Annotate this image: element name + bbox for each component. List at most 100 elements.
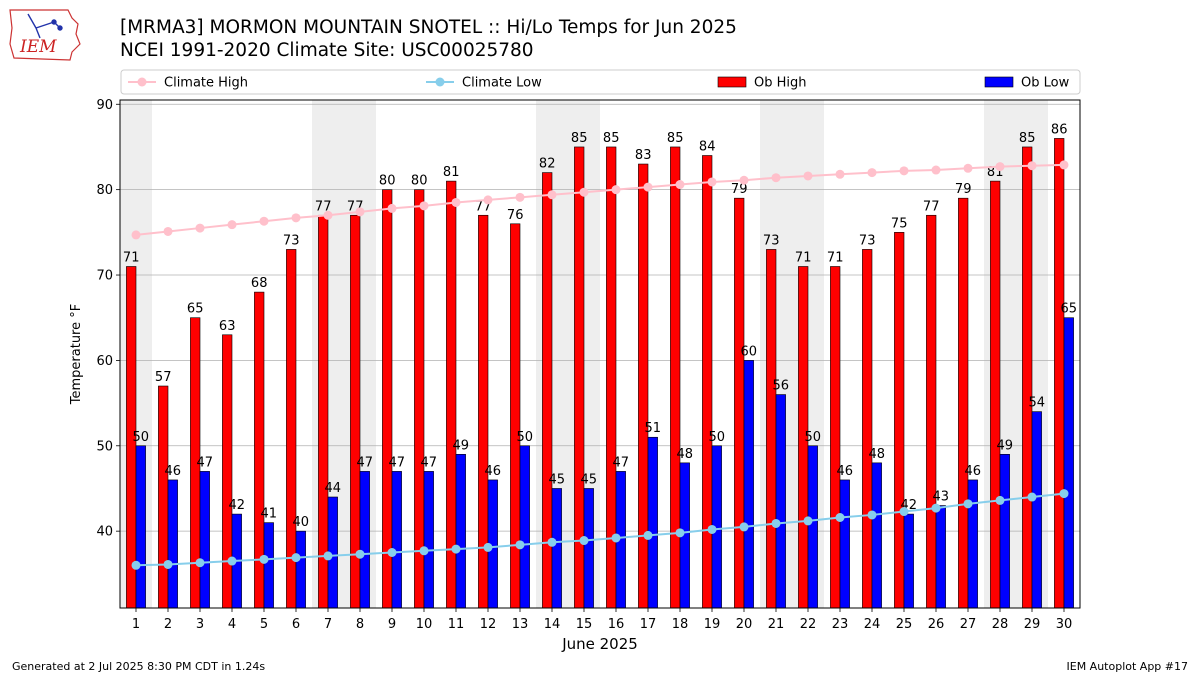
climate-low-point [611, 533, 621, 543]
climate-low-point [995, 495, 1005, 505]
app-label: IEM Autoplot App #17 [1066, 660, 1189, 673]
y-tick-label: 80 [96, 183, 113, 198]
ob-low-bar [935, 505, 946, 609]
legend-swatch-bar [717, 76, 747, 88]
ob-high-bar [222, 334, 233, 609]
climate-high-point [1027, 161, 1037, 171]
x-tick-label: 21 [768, 617, 785, 632]
ob-low-value-label: 46 [837, 464, 854, 479]
y-tick-label: 90 [96, 98, 113, 113]
climate-low-point [771, 518, 781, 528]
ob-high-value-label: 86 [1051, 122, 1068, 137]
ob-high-bar [766, 249, 777, 609]
climate-low-point [483, 542, 493, 552]
climate-low-point [643, 530, 653, 540]
climate-low-point [451, 544, 461, 554]
climate-high-point [611, 185, 621, 195]
climate-low-point [291, 553, 301, 563]
x-tick-label: 1 [132, 617, 140, 632]
climate-high-point [163, 226, 173, 236]
x-tick-label: 28 [992, 617, 1009, 632]
climate-low-point [387, 548, 397, 558]
climate-high-line [135, 163, 1065, 236]
chart-subtitle: NCEI 1991-2020 Climate Site: USC00025780 [120, 40, 534, 61]
x-tick-label: 17 [640, 617, 657, 632]
ob-high-value-label: 75 [891, 216, 908, 231]
ob-low-bar [999, 454, 1010, 609]
ob-low-bar [775, 394, 786, 609]
x-tick-label: 15 [576, 617, 593, 632]
ob-high-bar [734, 197, 745, 609]
ob-high-value-label: 84 [699, 139, 716, 154]
ob-high-value-label: 71 [827, 250, 844, 265]
legend-swatch-marker [137, 77, 147, 87]
ob-high-value-label: 85 [1019, 131, 1036, 146]
ob-low-value-label: 42 [229, 498, 246, 513]
ob-high-value-label: 85 [571, 131, 588, 146]
ob-low-value-label: 43 [933, 490, 950, 505]
ob-high-bar [638, 163, 649, 609]
climate-high-point [867, 168, 877, 178]
x-axis-label: June 2025 [561, 635, 638, 653]
climate-high-point [355, 207, 365, 217]
x-tick-label: 20 [736, 617, 753, 632]
climate-low-point [259, 554, 269, 564]
iowa-outline [9, 9, 81, 61]
ob-low-value-label: 46 [485, 464, 502, 479]
ob-low-value-label: 50 [517, 430, 534, 445]
ob-low-value-label: 47 [197, 455, 214, 470]
ob-low-bar [519, 445, 530, 609]
ob-high-bar [318, 214, 329, 609]
ob-high-bar [830, 266, 841, 609]
legend-swatch-marker [435, 77, 445, 87]
ob-low-value-label: 65 [1061, 302, 1078, 317]
ob-low-bar [135, 445, 146, 609]
ob-high-bar [702, 155, 713, 609]
x-tick-label: 30 [1056, 617, 1073, 632]
ob-low-value-label: 45 [549, 472, 566, 487]
ob-low-bar [455, 454, 466, 609]
ob-low-value-label: 41 [261, 507, 278, 522]
climate-low-point [323, 551, 333, 561]
climate-high-point [323, 210, 333, 220]
ob-low-bar [583, 488, 594, 609]
x-tick-label: 23 [832, 617, 849, 632]
legend-swatch-bar [984, 76, 1014, 88]
ob-low-bar [903, 513, 914, 609]
ob-low-value-label: 50 [805, 430, 822, 445]
ob-high-value-label: 71 [795, 250, 812, 265]
ob-high-value-label: 73 [859, 233, 876, 248]
climate-high-point [643, 182, 653, 192]
climate-low-point [899, 507, 909, 517]
ob-low-bar [1031, 411, 1042, 609]
ob-low-value-label: 45 [581, 472, 598, 487]
ob-low-bar [391, 471, 402, 609]
ob-high-value-label: 73 [283, 233, 300, 248]
ob-low-value-label: 48 [677, 447, 694, 462]
x-tick-label: 25 [896, 617, 913, 632]
ob-low-value-label: 49 [997, 438, 1014, 453]
climate-low-point [163, 559, 173, 569]
x-tick-label: 18 [672, 617, 689, 632]
ob-high-bar [958, 197, 969, 609]
climate-low-point [707, 524, 717, 534]
x-tick-label: 7 [324, 617, 332, 632]
ob-high-bar [990, 180, 1001, 609]
ob-low-bar [839, 479, 850, 609]
ob-high-bar [862, 249, 873, 609]
legend-label: Climate High [164, 76, 248, 91]
ob-low-value-label: 46 [965, 464, 982, 479]
ob-low-value-label: 56 [773, 379, 790, 394]
x-tick-label: 4 [228, 617, 236, 632]
ob-high-bar [670, 146, 681, 609]
climate-high-point [579, 187, 589, 197]
x-tick-label: 14 [544, 617, 561, 632]
climate-low-point [515, 540, 525, 550]
ob-high-bar [1022, 146, 1033, 609]
climate-high-point [515, 192, 525, 202]
ob-low-value-label: 47 [389, 455, 406, 470]
climate-low-point [227, 556, 237, 566]
climate-high-point [835, 169, 845, 179]
ob-high-bar [1054, 138, 1065, 609]
ob-high-bar [382, 189, 393, 609]
